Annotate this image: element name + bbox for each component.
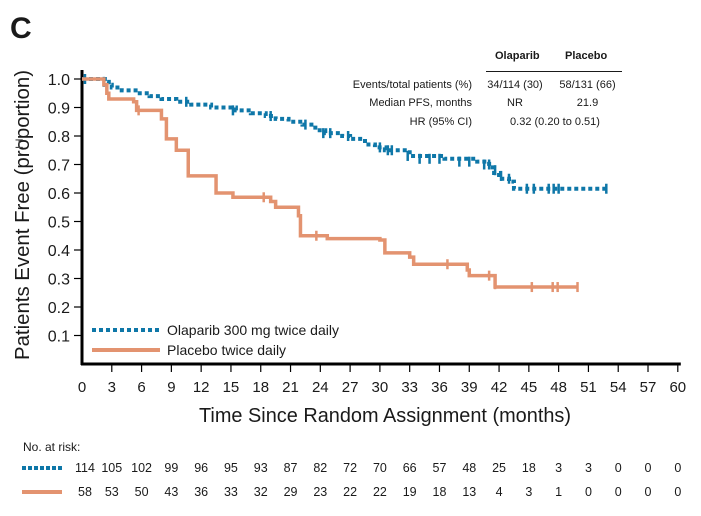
stats-col-placebo: Placebo	[565, 50, 608, 62]
risk-count: 3	[525, 485, 533, 499]
x-tick-label: 57	[640, 379, 657, 396]
y-tick-label: 0.1	[48, 329, 70, 346]
text-cursor-icon: ⌶	[15, 136, 24, 152]
risk-count: 99	[164, 461, 179, 475]
y-tick-label: 0.5	[48, 215, 70, 232]
risk-count: 66	[402, 461, 417, 475]
risk-count: 22	[343, 485, 358, 499]
x-tick-label: 30	[372, 379, 389, 396]
risk-count: 105	[101, 461, 123, 475]
risk-count: 43	[164, 485, 179, 499]
x-tick-label: 9	[167, 379, 175, 396]
stats-row-label: HR (95% CI)	[409, 116, 472, 128]
y-tick-label: 0.2	[48, 300, 70, 317]
stats-value: 21.9	[576, 97, 599, 109]
risk-count: 4	[495, 485, 503, 499]
x-tick-label: 6	[137, 379, 145, 396]
risk-count: 19	[402, 485, 417, 499]
x-tick-label: 48	[550, 379, 567, 396]
y-tick-label: 0.3	[48, 272, 70, 289]
stats-col-olaparib: Olaparib	[495, 50, 540, 62]
placebo-curve	[82, 77, 579, 289]
legend-label-placebo: Placebo twice daily	[167, 342, 286, 358]
y-tick-label: 0.6	[48, 186, 70, 203]
risk-count: 1	[555, 485, 563, 499]
risk-key-placebo	[22, 490, 62, 494]
risk-count: 102	[131, 461, 152, 475]
y-tick-label: 0.9	[48, 101, 70, 118]
risk-count: 82	[313, 461, 328, 475]
x-tick-label: 36	[431, 379, 448, 396]
risk-count: 57	[432, 461, 447, 475]
x-tick-label: 27	[342, 379, 359, 396]
x-tick-label: 33	[401, 379, 418, 396]
risk-count: 23	[313, 485, 328, 499]
risk-count: 114	[75, 461, 95, 475]
stats-row-label: Median PFS, months	[369, 97, 472, 109]
legend-label-olaparib: Olaparib 300 mg twice daily	[167, 322, 339, 338]
risk-count: 58	[78, 485, 92, 499]
risk-count: 53	[104, 485, 119, 499]
panel-label: C	[10, 12, 32, 45]
x-tick-label: 3	[108, 379, 116, 396]
stats-header-rule	[486, 71, 622, 72]
risk-count: 13	[462, 485, 477, 499]
risk-count: 70	[372, 461, 387, 475]
stats-value: 0.32 (0.20 to 0.51)	[510, 116, 600, 128]
x-tick-label: 45	[521, 379, 538, 396]
x-tick-label: 42	[491, 379, 508, 396]
y-axis-label: Patients Event Free (proportion)	[12, 70, 34, 360]
risk-count: 3	[555, 461, 563, 475]
risk-key-olaparib	[22, 466, 62, 470]
y-tick-label: 0.7	[48, 158, 70, 175]
risk-count: 0	[614, 485, 622, 499]
x-tick-label: 39	[461, 379, 478, 396]
risk-count: 0	[674, 461, 682, 475]
stats-row-label: Events/total patients (%)	[352, 79, 472, 91]
risk-count: 95	[223, 461, 238, 475]
risk-table-title: No. at risk:	[23, 440, 81, 454]
y-tick-label: 1.0	[48, 72, 70, 89]
risk-count: 0	[614, 461, 622, 475]
x-tick-label: 0	[78, 379, 86, 396]
stats-value: 58/131 (66)	[559, 79, 616, 91]
y-tick-label: 0.4	[48, 243, 70, 260]
x-tick-label: 15	[223, 379, 240, 396]
risk-count: 33	[223, 485, 238, 499]
risk-count: 72	[343, 461, 358, 475]
y-tick-label: 0.8	[48, 129, 70, 146]
x-tick-label: 24	[312, 379, 329, 396]
risk-count: 18	[432, 485, 447, 499]
x-tick-label: 54	[610, 379, 627, 396]
risk-count: 25	[492, 461, 506, 475]
risk-count: 0	[674, 485, 682, 499]
risk-count: 87	[283, 461, 298, 475]
stats-value: 34/114 (30)	[487, 79, 543, 91]
olaparib-curve	[82, 77, 609, 191]
x-tick-label: 60	[669, 379, 686, 396]
risk-count: 32	[253, 485, 268, 499]
risk-count: 93	[253, 461, 268, 475]
stats-value: NR	[507, 97, 523, 109]
risk-count: 3	[584, 461, 592, 475]
x-axis-label: Time Since Random Assignment (months)	[199, 405, 571, 427]
x-tick-label: 18	[252, 379, 269, 396]
risk-count: 18	[521, 461, 536, 475]
risk-count: 22	[372, 485, 387, 499]
risk-count: 0	[644, 461, 652, 475]
x-tick-label: 12	[193, 379, 210, 396]
risk-count: 50	[134, 485, 149, 499]
risk-count: 0	[644, 485, 652, 499]
risk-count: 48	[462, 461, 477, 475]
risk-count: 36	[194, 485, 209, 499]
x-tick-label: 21	[282, 379, 299, 396]
risk-count: 96	[194, 461, 209, 475]
risk-count: 29	[283, 485, 298, 499]
risk-count: 0	[584, 485, 592, 499]
x-tick-label: 51	[580, 379, 597, 396]
